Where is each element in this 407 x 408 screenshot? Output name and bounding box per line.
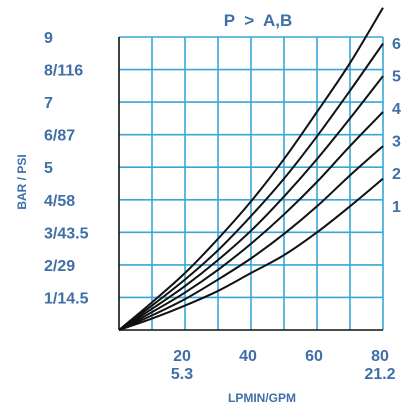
x-tick-label: 80: [371, 348, 389, 365]
series-label-4: 4: [392, 101, 401, 118]
series-label-2: 2: [392, 166, 401, 183]
chart-title: P > A,B: [224, 11, 293, 30]
y-tick-label: 5: [44, 160, 53, 177]
x-tick-label: 60: [305, 348, 323, 365]
series-curve-4: [118, 75, 384, 331]
y-tick-labels: 1/14.5 2/29 3/43.5 4/58 5 6/87 7 8/116 9: [44, 30, 89, 307]
y-axis-label: BAR / PSI: [15, 154, 29, 209]
grid: [119, 36, 384, 330]
y-tick-label: 8/116: [44, 63, 83, 80]
series-curve-5: [118, 42, 384, 331]
x-axis-label: LPMIN/GPM: [228, 391, 296, 405]
x-tick-label: 40: [239, 348, 257, 365]
series-curve-1: [118, 177, 384, 331]
y-tick-label: 6/87: [44, 128, 75, 145]
axes: [118, 37, 383, 331]
y-tick-label: 9: [44, 30, 53, 47]
y-tick-label: 4/58: [44, 193, 75, 210]
y-tick-label: 1/14.5: [44, 290, 89, 307]
x-tick-label-secondary: 5.3: [171, 366, 193, 383]
y-tick-label: 7: [44, 95, 53, 112]
x-tick-label: 20: [173, 348, 191, 365]
series-labels: 1 2 3 4 5 6: [392, 36, 401, 216]
y-tick-label: 2/29: [44, 258, 75, 275]
series-label-3: 3: [392, 134, 401, 151]
series-label-6: 6: [392, 36, 401, 53]
series-curve-6: [118, 7, 384, 331]
y-tick-label: 3/43.5: [44, 225, 89, 242]
series-label-1: 1: [392, 199, 401, 216]
series-label-5: 5: [392, 69, 401, 86]
x-tick-label-secondary: 21.2: [364, 366, 395, 383]
series-curve-2: [118, 145, 384, 331]
series-curve-3: [118, 111, 384, 331]
curves: [118, 7, 384, 331]
